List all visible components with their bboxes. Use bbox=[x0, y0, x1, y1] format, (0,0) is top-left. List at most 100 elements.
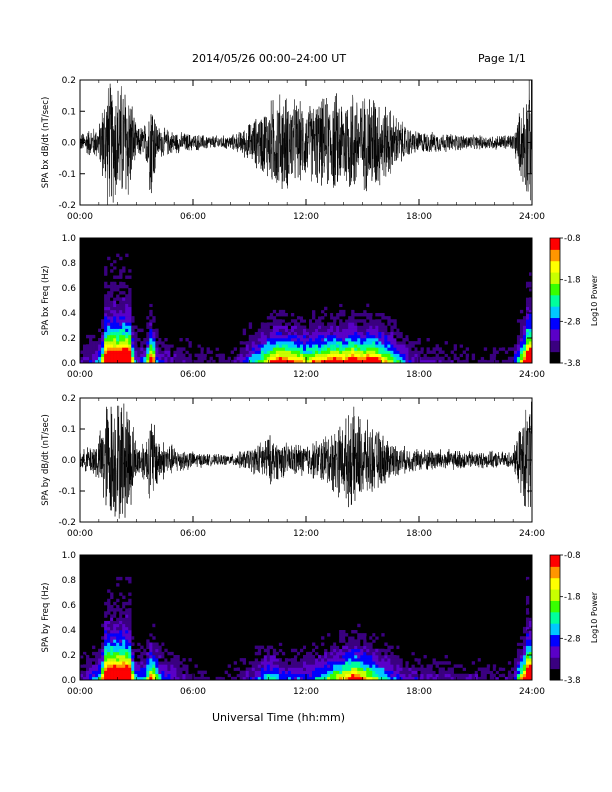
spectrogram-cell bbox=[348, 353, 352, 358]
spectrogram-cell bbox=[122, 676, 126, 681]
spectrogram-cell bbox=[143, 673, 147, 678]
spectrogram-cell bbox=[519, 356, 524, 361]
spectrogram-cell bbox=[272, 359, 277, 364]
spectrogram-cell bbox=[444, 341, 448, 345]
spectrogram-cell bbox=[366, 664, 370, 668]
spectrogram-cell bbox=[98, 347, 102, 351]
spectrogram-cell bbox=[366, 338, 370, 342]
spectrogram-cell bbox=[375, 655, 379, 659]
spectrogram-cell bbox=[306, 655, 310, 659]
spectrogram-cell bbox=[152, 667, 156, 671]
spectrogram-cell bbox=[104, 322, 108, 326]
spectrogram-cell bbox=[290, 341, 295, 345]
spectrogram-cell bbox=[161, 356, 165, 361]
spectrogram-cell bbox=[309, 359, 313, 364]
spectrogram-cell bbox=[528, 356, 533, 361]
spectrogram-cell bbox=[378, 347, 382, 351]
spectrogram-cell bbox=[167, 642, 171, 646]
spectrogram-cell bbox=[360, 325, 364, 329]
spectrogram-cell bbox=[239, 676, 244, 681]
spectrogram-cell bbox=[110, 294, 114, 298]
spectrogram-cell bbox=[519, 334, 524, 339]
spectrogram-cell bbox=[206, 356, 210, 361]
spectrogram-cell bbox=[441, 356, 445, 361]
spectrogram-cell bbox=[122, 667, 126, 671]
spectrogram-cell bbox=[116, 353, 120, 358]
spectrogram-cell bbox=[290, 331, 295, 336]
spectrogram-cell bbox=[414, 673, 418, 678]
spectrogram-cell bbox=[375, 322, 379, 326]
spectrogram-cell bbox=[263, 353, 268, 358]
spectrogram-cell bbox=[149, 633, 153, 637]
spectrogram-cell bbox=[146, 334, 150, 339]
spectrogram-cell bbox=[522, 626, 527, 631]
spectrogram-cell bbox=[411, 350, 415, 354]
spectrogram-cell bbox=[92, 664, 96, 668]
spectrogram-cell bbox=[125, 639, 129, 643]
spectrogram-cell bbox=[423, 670, 427, 675]
spectrogram-cell bbox=[345, 645, 349, 650]
spectrogram-cell bbox=[293, 306, 298, 311]
spectrogram-cell bbox=[92, 350, 96, 354]
spectrogram-cell bbox=[269, 664, 274, 668]
spectrogram-cell bbox=[113, 306, 117, 311]
spectrogram-cell bbox=[116, 633, 120, 637]
spectrogram-cell bbox=[215, 350, 219, 354]
spectrogram-cell bbox=[372, 651, 376, 656]
spectrogram-cell bbox=[164, 338, 168, 342]
spectrogram-cell bbox=[342, 673, 346, 678]
spectrogram-cell bbox=[302, 344, 307, 348]
spectrogram-cell bbox=[98, 664, 102, 668]
spectrogram-cell bbox=[384, 338, 388, 342]
spectrogram-cell bbox=[149, 353, 153, 358]
spectrogram-cell bbox=[149, 344, 153, 348]
spectrogram-cell bbox=[321, 661, 325, 665]
spectrogram-cell bbox=[336, 673, 340, 678]
spectrogram-cell bbox=[275, 667, 280, 671]
spectrogram-cell bbox=[444, 359, 448, 364]
spectrogram-cell bbox=[161, 658, 165, 662]
spectrogram-cell bbox=[122, 334, 126, 339]
spectrogram-cell bbox=[113, 648, 117, 653]
spectrogram-cell bbox=[104, 642, 108, 646]
spectrogram-cell bbox=[263, 338, 268, 342]
spectrogram-cell bbox=[372, 350, 376, 354]
y-axis-label: SPA bx Freq (Hz) bbox=[41, 265, 51, 335]
spectrogram-cell bbox=[242, 347, 247, 351]
spectrogram-cell bbox=[113, 642, 117, 646]
spectrogram-cell bbox=[116, 294, 120, 298]
spectrogram-cell bbox=[321, 651, 325, 656]
spectrogram-cell bbox=[441, 670, 445, 675]
spectrogram-cell bbox=[254, 356, 259, 361]
spectrogram-cell bbox=[417, 670, 421, 675]
spectrogram-cell bbox=[263, 676, 268, 681]
spectrogram-cell bbox=[269, 353, 274, 358]
spectrogram-cell bbox=[528, 297, 533, 301]
spectrogram-cell bbox=[257, 667, 262, 671]
spectrogram-cell bbox=[321, 667, 325, 671]
spectrogram-cell bbox=[378, 344, 382, 348]
spectrogram-cell bbox=[324, 306, 328, 311]
spectrogram-cell bbox=[321, 316, 325, 320]
spectrogram-cell bbox=[131, 636, 135, 640]
spectrogram-cell bbox=[492, 353, 497, 358]
spectrogram-cell bbox=[179, 667, 183, 671]
spectrogram-cell bbox=[164, 655, 168, 659]
spectrogram-cell bbox=[522, 344, 527, 348]
spectrogram-cell bbox=[375, 676, 379, 681]
colorbar-tick-label: -2.8 bbox=[564, 634, 581, 644]
spectrogram-cell bbox=[248, 670, 253, 675]
spectrogram-cell bbox=[351, 325, 355, 329]
spectrogram-cell bbox=[266, 347, 271, 351]
spectrogram-cell bbox=[378, 350, 382, 354]
spectrogram-cell bbox=[525, 309, 530, 314]
spectrogram-cell bbox=[170, 673, 174, 678]
spectrogram-cell bbox=[348, 350, 352, 354]
spectrogram-cell bbox=[266, 664, 271, 668]
spectrogram-cell bbox=[95, 350, 99, 354]
spectrogram-cell bbox=[128, 651, 132, 656]
spectrogram-cell bbox=[489, 359, 494, 364]
spectrogram-cell bbox=[182, 353, 186, 358]
spectrogram-cell bbox=[104, 316, 108, 320]
spectrogram-cell bbox=[278, 313, 283, 317]
